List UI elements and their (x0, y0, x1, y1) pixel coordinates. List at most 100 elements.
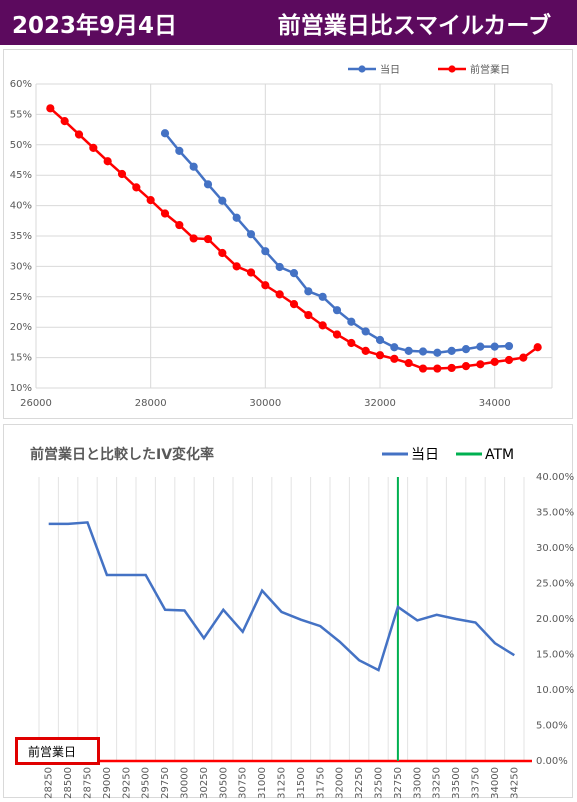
iv-change-chart: 前営業日と比較したIV変化率 0.00% 5.00% 10.00% 15.00% 20.0… (3, 424, 574, 799)
data-point (261, 247, 270, 256)
y-tick-label: 35% (10, 231, 32, 242)
data-point (189, 162, 198, 171)
data-point (504, 341, 514, 351)
data-point (476, 360, 485, 369)
legend-label: 当日 (411, 447, 439, 463)
data-point (461, 362, 471, 371)
data-point (189, 234, 198, 243)
title-banner: 2023年9月4日 前営業日比スマイルカーブ (0, 0, 577, 45)
data-point (175, 146, 184, 155)
data-point (218, 196, 227, 205)
x-tick-label: 32750 (393, 767, 404, 799)
data-point (304, 287, 313, 296)
data-point (132, 183, 141, 192)
x-tick-label: 31750 (315, 767, 326, 799)
data-point (361, 327, 370, 336)
x-tick-label: 32500 (374, 767, 385, 799)
data-point (404, 358, 413, 368)
x-tick-label: 30000 (249, 398, 281, 409)
data-point (218, 248, 227, 258)
x-tick-label: 28500 (63, 767, 74, 799)
legend-label: 当日 (380, 63, 400, 76)
chart-title: 前営業日と比較したIV変化率 (30, 446, 214, 463)
legend-item: 当日 (382, 447, 439, 463)
x-tick-label: 30250 (199, 767, 210, 799)
data-point (433, 364, 442, 373)
data-point (404, 346, 413, 356)
x-tick-label: 30000 (180, 767, 191, 799)
data-point (332, 306, 342, 315)
data-point (203, 234, 213, 244)
x-tick-label: 26000 (20, 398, 52, 409)
x-tick-label: 33000 (412, 767, 423, 799)
x-tick-label: 28750 (83, 767, 94, 799)
y-tick-label: 55% (10, 109, 32, 120)
legend-item: 前営業日 (438, 63, 510, 76)
data-point (89, 143, 98, 152)
y-tick-label: 0.00% (536, 756, 568, 767)
data-point (46, 104, 55, 113)
data-point (246, 230, 256, 239)
prev-day-tag: 前営業日 (15, 737, 100, 765)
data-point (519, 353, 528, 362)
x-tick-label: 32250 (354, 767, 365, 799)
data-point (433, 348, 442, 357)
data-point (490, 342, 499, 351)
data-point (160, 129, 170, 138)
series-line-current (48, 521, 515, 672)
data-point (447, 346, 456, 356)
legend-item: ATM (456, 447, 514, 463)
report-date: 2023年9月4日 (12, 12, 178, 39)
data-point (375, 351, 385, 360)
x-tick-label: 31500 (296, 767, 307, 799)
data-point (232, 262, 241, 271)
y-tick-label: 5.00% (536, 721, 568, 732)
y-tick-label: 10.00% (536, 685, 574, 696)
x-tick-label: 28000 (135, 398, 167, 409)
iv-change-svg: 前営業日と比較したIV変化率 0.00% 5.00% 10.00% 15.00% 20.0… (30, 446, 574, 799)
x-tick-label: 29500 (141, 767, 152, 799)
legend-item: 当日 (348, 63, 400, 76)
data-point (275, 290, 284, 299)
data-point (60, 116, 69, 126)
data-point (504, 355, 514, 365)
legend-label: ATM (485, 447, 514, 463)
data-point (246, 268, 256, 277)
x-tick-label: 29000 (102, 767, 113, 799)
x-tick-label: 33750 (471, 767, 482, 799)
series-line (49, 107, 539, 370)
data-point (318, 292, 327, 301)
y-tick-label: 25.00% (536, 579, 574, 590)
data-point (533, 343, 542, 352)
y-tick-label: 15% (10, 353, 32, 364)
x-tick-label: 34250 (509, 767, 520, 799)
data-point (476, 342, 485, 351)
x-tick-label: 33500 (451, 767, 462, 799)
y-tick-label: 20.00% (536, 614, 574, 625)
x-tick-label: 33250 (432, 767, 443, 799)
y-tick-label: 15.00% (536, 650, 574, 661)
y-tick-label: 10% (10, 383, 32, 394)
data-point (289, 299, 299, 309)
y-tick-label: 50% (10, 140, 32, 151)
data-point (103, 157, 112, 166)
y-tick-label: 30.00% (536, 543, 574, 554)
x-tick-label: 31250 (277, 767, 288, 799)
data-point (232, 213, 241, 222)
data-point (347, 338, 356, 348)
x-tick-label: 32000 (364, 398, 396, 409)
x-tick-label: 30750 (238, 767, 249, 799)
data-point (74, 130, 84, 139)
data-point (275, 262, 284, 272)
series-line (164, 132, 510, 354)
data-point (332, 330, 342, 339)
data-point (146, 196, 155, 205)
report-title: 前営業日比スマイルカーブ (277, 12, 551, 39)
y-tick-label: 25% (10, 292, 32, 303)
smile-curve-chart: 10% 15% 20% 25% 30% 35% 40% 45% 50% 55% 60% 26000 28… (3, 49, 573, 419)
y-tick-label: 40.00% (536, 472, 574, 483)
y-tick-label: 30% (10, 261, 32, 272)
data-point (318, 321, 327, 330)
y-tick-label: 60% (10, 79, 32, 90)
data-point (347, 317, 356, 326)
